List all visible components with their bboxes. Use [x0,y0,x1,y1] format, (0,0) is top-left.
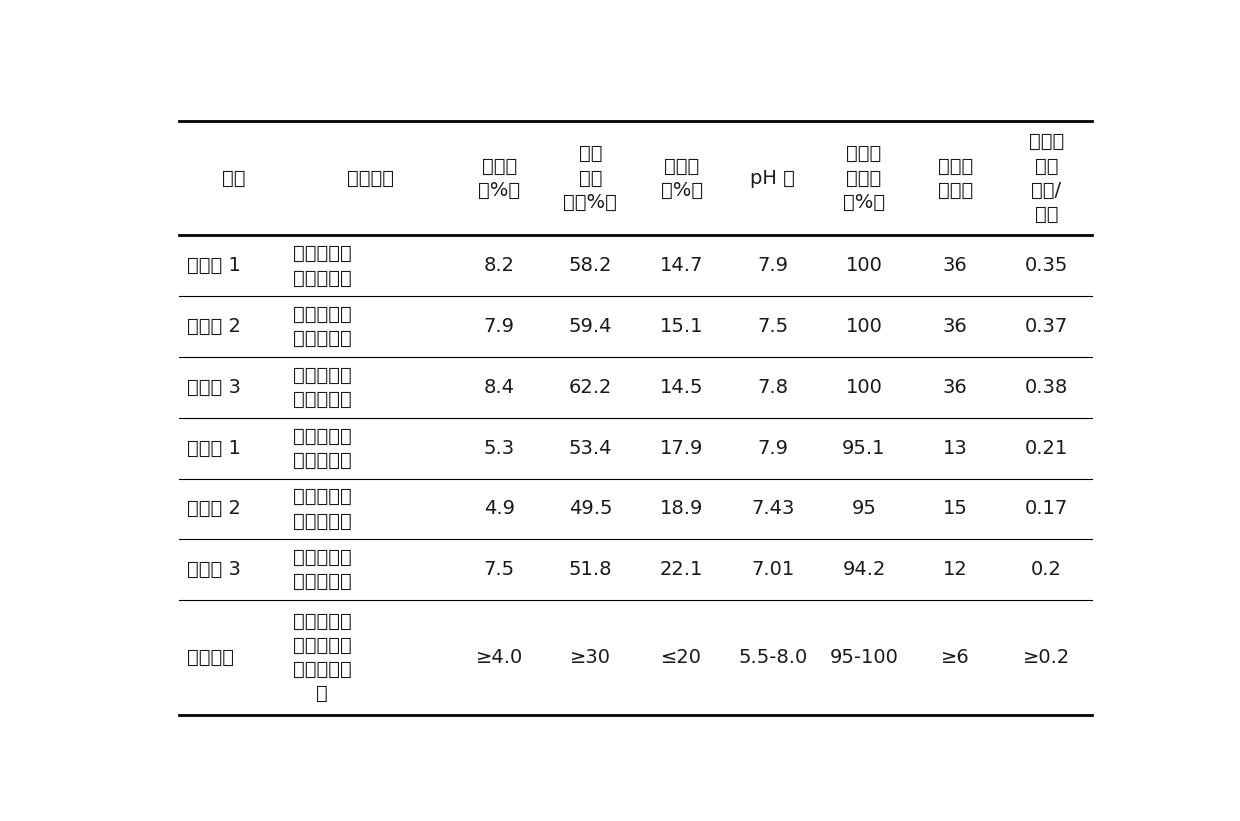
Text: 实施例 2: 实施例 2 [187,317,241,336]
Text: 项目: 项目 [222,168,246,187]
Text: 褐色、粉末
状、有臭味: 褐色、粉末 状、有臭味 [293,488,351,530]
Text: 15: 15 [942,499,967,518]
Text: 100: 100 [846,317,883,336]
Text: 7.01: 7.01 [751,560,795,579]
Text: 对比例 2: 对比例 2 [187,499,241,518]
Text: 13: 13 [942,438,967,457]
Text: 0.2: 0.2 [1030,560,1061,579]
Text: 100: 100 [846,256,883,275]
Text: pH 值: pH 值 [750,168,795,187]
Text: 有效期
（月）: 有效期 （月） [937,157,973,200]
Text: 49.5: 49.5 [569,499,613,518]
Text: 4.9: 4.9 [484,499,515,518]
Text: 94.2: 94.2 [842,560,885,579]
Text: 95: 95 [852,499,877,518]
Text: 18.9: 18.9 [660,499,703,518]
Text: 100: 100 [846,378,883,397]
Text: 0.21: 0.21 [1024,438,1068,457]
Text: 5.5-8.0: 5.5-8.0 [738,648,807,667]
Text: 7.9: 7.9 [484,317,515,336]
Text: 14.7: 14.7 [660,256,703,275]
Text: 有机
质含
量（%）: 有机 质含 量（%） [563,144,618,212]
Text: 褐色、粉末
状、有香味: 褐色、粉末 状、有香味 [293,366,351,409]
Text: ≥4.0: ≥4.0 [476,648,523,667]
Text: 36: 36 [942,378,967,397]
Text: 12: 12 [942,560,967,579]
Text: ≥6: ≥6 [941,648,970,667]
Text: 17.9: 17.9 [660,438,703,457]
Text: 总养分
（%）: 总养分 （%） [479,157,521,200]
Text: 国家标准: 国家标准 [187,648,233,667]
Text: 8.4: 8.4 [484,378,515,397]
Text: 14.5: 14.5 [660,378,703,397]
Text: 褐色、粉末
状、有香味: 褐色、粉末 状、有香味 [293,244,351,287]
Text: ≥30: ≥30 [570,648,611,667]
Text: 实施例 1: 实施例 1 [187,256,241,275]
Text: 36: 36 [942,317,967,336]
Text: 51.8: 51.8 [569,560,613,579]
Text: 59.4: 59.4 [569,317,613,336]
Text: 褐色或灰褐
色，粒状或
粉状，无恶
臭: 褐色或灰褐 色，粒状或 粉状，无恶 臭 [293,612,351,704]
Text: 0.37: 0.37 [1024,317,1068,336]
Text: 有效活
菌数
（亿/
克）: 有效活 菌数 （亿/ 克） [1029,132,1064,224]
Text: 7.43: 7.43 [751,499,795,518]
Text: 7.8: 7.8 [758,378,789,397]
Text: 宏观性状: 宏观性状 [347,168,394,187]
Text: 蛔虫卵
死亡率
（%）: 蛔虫卵 死亡率 （%） [843,144,885,212]
Text: 7.9: 7.9 [758,438,789,457]
Text: 褐色、粉末
状、有香味: 褐色、粉末 状、有香味 [293,305,351,348]
Text: 7.5: 7.5 [758,317,789,336]
Text: 对比例 3: 对比例 3 [187,560,241,579]
Text: 0.38: 0.38 [1024,378,1068,397]
Text: 36: 36 [942,256,967,275]
Text: 黑色、粉末
状、无恶臭: 黑色、粉末 状、无恶臭 [293,548,351,591]
Text: 95-100: 95-100 [830,648,899,667]
Text: 15.1: 15.1 [660,317,703,336]
Text: 7.9: 7.9 [758,256,789,275]
Text: 53.4: 53.4 [569,438,613,457]
Text: 8.2: 8.2 [484,256,515,275]
Text: 58.2: 58.2 [569,256,613,275]
Text: 褐色、粉末
状、有臭味: 褐色、粉末 状、有臭味 [293,427,351,470]
Text: ≤20: ≤20 [661,648,702,667]
Text: 对比例 1: 对比例 1 [187,438,241,457]
Text: 62.2: 62.2 [569,378,613,397]
Text: 0.17: 0.17 [1024,499,1068,518]
Text: 实施例 3: 实施例 3 [187,378,241,397]
Text: 95.1: 95.1 [842,438,885,457]
Text: 0.35: 0.35 [1024,256,1068,275]
Text: ≥0.2: ≥0.2 [1023,648,1070,667]
Text: 含水量
（%）: 含水量 （%） [661,157,703,200]
Text: 7.5: 7.5 [484,560,515,579]
Text: 5.3: 5.3 [484,438,515,457]
Text: 22.1: 22.1 [660,560,703,579]
